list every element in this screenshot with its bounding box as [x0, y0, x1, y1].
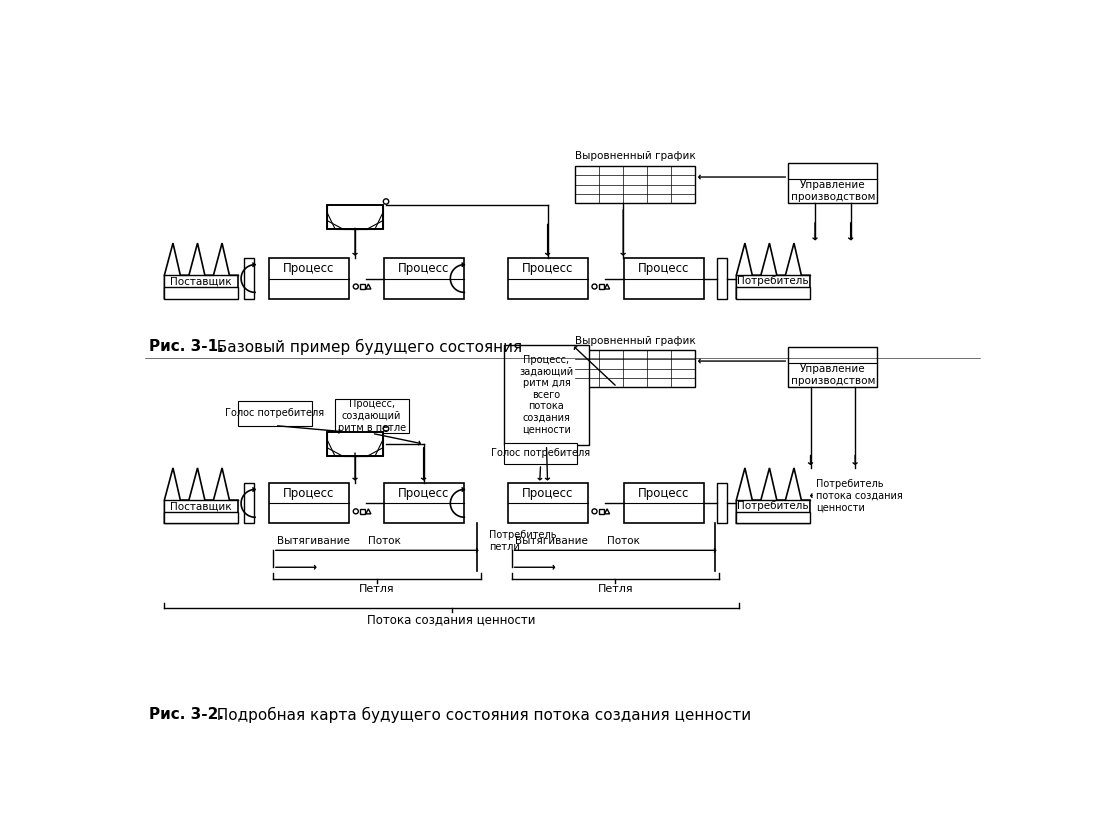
Text: Процесс: Процесс [522, 262, 573, 275]
Text: Голос потребителя: Голос потребителя [225, 408, 324, 418]
Bar [624, 259, 704, 298]
Bar [269, 259, 349, 298]
Text: Петля: Петля [597, 585, 634, 594]
Bar [737, 288, 810, 298]
Text: Вытягивание: Вытягивание [277, 536, 349, 546]
Bar [327, 205, 383, 229]
Bar [360, 284, 365, 289]
Bar [165, 288, 238, 298]
Text: Базовый пример будущего состояния: Базовый пример будущего состояния [208, 338, 523, 354]
Polygon shape [165, 243, 238, 298]
Text: Управление
производством: Управление производством [791, 180, 875, 202]
Bar [575, 166, 695, 203]
Bar [269, 484, 349, 524]
Bar [504, 442, 578, 464]
Text: Голос потребителя: Голос потребителя [491, 448, 591, 459]
Bar [238, 401, 312, 425]
Bar [788, 347, 877, 387]
Polygon shape [165, 468, 238, 524]
Bar [717, 484, 727, 524]
Text: Петля: Петля [359, 585, 395, 594]
Bar [327, 432, 383, 456]
Text: Выровненный график: Выровненный график [575, 151, 695, 162]
Bar [244, 484, 255, 524]
Text: Процесс: Процесс [638, 262, 690, 275]
Bar [327, 432, 383, 456]
Text: Рис. 3-1.: Рис. 3-1. [149, 338, 224, 354]
Polygon shape [366, 284, 371, 289]
Text: Потребитель
потока создания
ценности: Потребитель потока создания ценности [816, 479, 903, 512]
Bar [507, 484, 587, 524]
Bar [717, 259, 727, 298]
Text: Поставщик: Поставщик [170, 276, 232, 286]
Text: Управление
производством: Управление производством [791, 364, 875, 386]
Text: Процесс: Процесс [522, 487, 573, 500]
Polygon shape [737, 243, 810, 298]
Bar [737, 512, 810, 524]
Text: Поток: Поток [607, 536, 640, 546]
Text: Поставщик: Поставщик [170, 501, 232, 511]
Bar [788, 163, 877, 203]
Bar [360, 509, 365, 514]
Text: Процесс: Процесс [397, 487, 449, 500]
Text: Процесс: Процесс [283, 262, 335, 275]
Text: Процесс,
задающий
ритм для
всего
потока
создания
ценности: Процесс, задающий ритм для всего потока … [519, 355, 573, 435]
Text: Потребитель: Потребитель [738, 276, 809, 286]
Text: Выровненный график: Выровненный график [575, 336, 695, 346]
Text: Процесс: Процесс [397, 262, 449, 275]
Text: Вытягивание: Вытягивание [515, 536, 589, 546]
Bar [504, 345, 589, 445]
Text: Потребитель
петли: Потребитель петли [489, 530, 557, 552]
Text: Процесс: Процесс [283, 487, 335, 500]
Bar [383, 259, 463, 298]
Text: Процесс: Процесс [638, 487, 690, 500]
Text: Поток: Поток [368, 536, 401, 546]
Polygon shape [605, 284, 609, 289]
Text: Рис. 3-2.: Рис. 3-2. [149, 706, 224, 722]
Polygon shape [605, 509, 609, 514]
Bar [244, 259, 255, 298]
Bar [165, 512, 238, 524]
Polygon shape [366, 509, 371, 514]
Text: Подробная карта будущего состояния потока создания ценности: Подробная карта будущего состояния поток… [208, 706, 751, 723]
Text: Потока создания ценности: Потока создания ценности [367, 614, 536, 627]
Bar [327, 205, 383, 229]
Polygon shape [737, 468, 810, 524]
Bar [624, 484, 704, 524]
Bar [335, 398, 408, 433]
Bar [598, 284, 604, 289]
Text: Процесс,
создающий
ритм в петле: Процесс, создающий ритм в петле [337, 399, 406, 433]
Bar [575, 350, 695, 387]
Bar [598, 509, 604, 514]
Bar [383, 484, 463, 524]
Bar [507, 259, 587, 298]
Text: Потребитель: Потребитель [738, 501, 809, 511]
